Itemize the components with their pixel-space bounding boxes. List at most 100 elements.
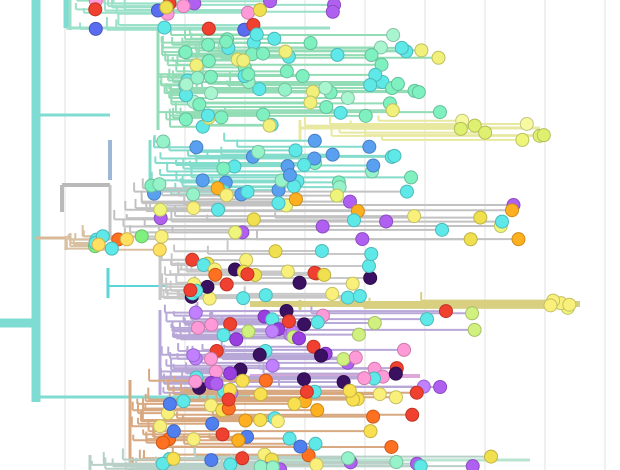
tip xyxy=(265,358,280,373)
tip xyxy=(366,158,381,173)
tip xyxy=(223,317,238,332)
tip xyxy=(342,194,357,209)
tip xyxy=(307,151,322,166)
tip xyxy=(219,277,234,292)
tip xyxy=(236,291,251,306)
tip xyxy=(387,148,402,163)
tip xyxy=(319,100,334,115)
tip xyxy=(385,103,400,118)
tip xyxy=(543,298,558,313)
tip xyxy=(303,95,318,110)
tip xyxy=(484,449,499,464)
tip xyxy=(397,342,412,357)
tip xyxy=(364,246,379,261)
tip xyxy=(478,125,493,140)
tip xyxy=(308,436,323,451)
tip xyxy=(211,202,226,217)
tip xyxy=(189,58,204,73)
tip xyxy=(318,80,333,95)
tip xyxy=(363,77,378,92)
tip xyxy=(358,108,373,123)
tip xyxy=(505,203,520,218)
tip xyxy=(249,27,264,42)
tip xyxy=(252,2,267,17)
tip xyxy=(155,435,170,450)
tip xyxy=(154,229,169,244)
tip xyxy=(239,252,254,267)
tip xyxy=(204,317,219,332)
tip xyxy=(238,413,253,428)
tip xyxy=(156,134,171,149)
tip xyxy=(202,291,217,306)
tip xyxy=(307,133,322,148)
tip xyxy=(352,289,367,304)
tip xyxy=(240,184,255,199)
tip xyxy=(394,40,409,55)
tip xyxy=(372,387,387,402)
tip xyxy=(231,433,246,448)
tip xyxy=(288,192,303,207)
tip xyxy=(186,348,201,363)
tip xyxy=(235,451,250,466)
tip xyxy=(201,21,216,36)
tip xyxy=(192,97,207,112)
tip xyxy=(280,264,295,279)
tip xyxy=(265,324,280,339)
tip xyxy=(329,188,344,203)
tip xyxy=(241,324,256,339)
tip xyxy=(495,214,510,229)
tip xyxy=(288,143,303,158)
tip xyxy=(367,316,382,331)
tip xyxy=(252,347,267,362)
tip xyxy=(330,47,345,62)
tip xyxy=(296,372,311,387)
tip xyxy=(473,210,488,225)
tip xyxy=(432,105,447,120)
tip xyxy=(325,4,340,19)
tip xyxy=(341,451,356,466)
tip xyxy=(309,457,324,470)
tip xyxy=(178,45,193,60)
tip xyxy=(465,459,480,470)
tip xyxy=(279,64,294,79)
tip xyxy=(91,237,106,252)
tip xyxy=(297,157,312,172)
tip xyxy=(373,40,388,55)
tip xyxy=(363,270,378,285)
tip xyxy=(463,232,478,247)
tip xyxy=(246,212,261,227)
tip xyxy=(384,439,399,454)
tip xyxy=(159,0,174,15)
tip xyxy=(258,373,273,388)
tip xyxy=(209,376,224,391)
tip xyxy=(152,242,167,257)
tip xyxy=(536,128,551,143)
tip xyxy=(214,110,229,125)
tip xyxy=(399,184,414,199)
tips xyxy=(88,0,577,470)
tip xyxy=(271,196,286,211)
tip xyxy=(228,225,243,240)
tip xyxy=(562,297,577,312)
tip xyxy=(241,67,256,82)
tip xyxy=(253,387,268,402)
tip xyxy=(188,305,203,320)
tip xyxy=(357,371,372,386)
tip xyxy=(315,219,330,234)
tip xyxy=(435,222,450,237)
tip xyxy=(176,0,191,14)
tip xyxy=(282,431,297,446)
tip xyxy=(340,290,355,305)
tip xyxy=(240,267,255,282)
tip xyxy=(215,427,230,442)
tip xyxy=(366,409,381,424)
tip xyxy=(223,366,238,381)
tip xyxy=(336,352,351,367)
tip xyxy=(256,107,271,122)
tip xyxy=(134,229,149,244)
tip xyxy=(293,439,308,454)
tip xyxy=(511,232,526,247)
tip xyxy=(453,121,468,136)
tip xyxy=(240,5,255,20)
tip xyxy=(282,168,297,183)
